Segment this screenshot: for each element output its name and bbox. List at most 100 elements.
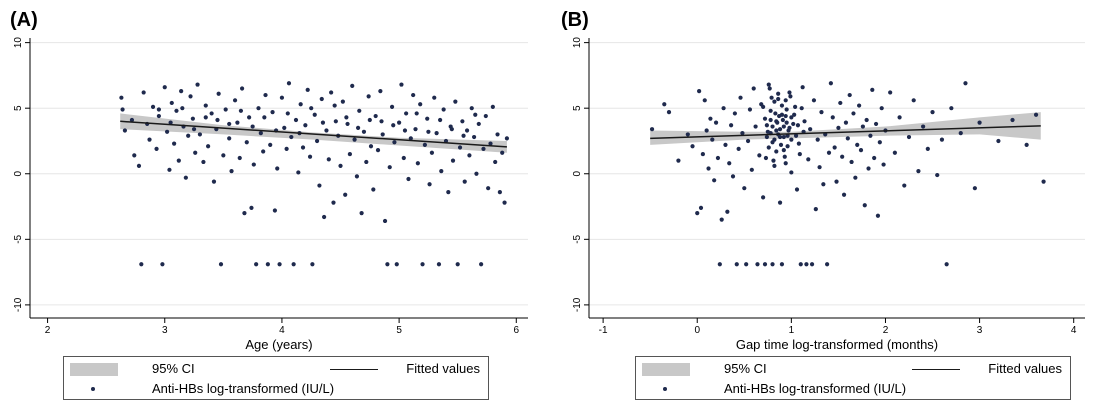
data-point <box>176 158 181 163</box>
data-point <box>296 170 301 175</box>
data-point <box>261 149 266 154</box>
data-point <box>788 94 793 99</box>
data-point <box>772 163 777 168</box>
data-point <box>781 134 786 140</box>
data-point <box>892 150 897 155</box>
y-tick-label: 5 <box>13 105 24 111</box>
data-point <box>474 171 479 176</box>
data-point <box>179 89 184 94</box>
data-point <box>379 119 384 124</box>
y-tick-label: 0 <box>13 171 24 177</box>
data-point <box>168 120 173 125</box>
data-point <box>996 138 1001 144</box>
data-point <box>162 85 167 90</box>
data-point <box>745 138 751 144</box>
data-point <box>191 127 197 132</box>
data-point <box>872 155 877 161</box>
data-point <box>747 107 753 112</box>
data-point <box>344 115 349 120</box>
data-point <box>834 179 839 184</box>
data-point <box>282 125 287 130</box>
scatter-chart-a: -10 -5 0 5 10 2 3 4 5 6 Age (years) <box>13 37 528 352</box>
data-point <box>712 178 717 183</box>
data-point <box>821 182 826 187</box>
data-point <box>312 112 317 117</box>
data-point <box>792 112 797 117</box>
data-point <box>862 203 867 208</box>
data-point <box>784 120 789 125</box>
data-point <box>779 262 785 267</box>
data-point <box>755 262 760 267</box>
data-point <box>897 115 902 120</box>
data-point <box>319 96 324 102</box>
y-tick-label: 10 <box>572 37 583 49</box>
data-point <box>326 157 331 162</box>
data-point <box>481 146 486 151</box>
x-axis-title: Age (years) <box>245 337 312 352</box>
data-point <box>239 86 245 91</box>
data-point <box>397 120 402 125</box>
data-point <box>761 104 766 109</box>
data-point <box>751 86 756 91</box>
data-point <box>366 94 371 99</box>
data-point <box>1041 179 1046 184</box>
ci-swatch <box>70 363 118 376</box>
fit-line-swatch <box>912 369 960 370</box>
data-point <box>218 262 224 267</box>
data-point <box>779 103 785 108</box>
data-point <box>446 190 451 195</box>
panel-a: (A) -10 -5 0 5 10 2 3 4 5 6 Age (years) 95% CI Fit… <box>10 9 528 400</box>
data-point <box>289 134 294 140</box>
data-point <box>753 124 758 129</box>
data-point <box>857 103 862 108</box>
data-point <box>736 146 741 151</box>
data-point <box>847 92 852 98</box>
data-point <box>201 159 206 165</box>
data-point <box>697 89 702 94</box>
data-point <box>888 90 893 95</box>
data-point <box>789 115 794 120</box>
data-point <box>347 151 352 157</box>
data-point <box>180 106 185 111</box>
data-point <box>768 117 773 123</box>
data-point <box>420 262 425 267</box>
data-point <box>774 149 779 154</box>
data-point <box>359 210 364 216</box>
data-point <box>415 161 420 166</box>
data-point <box>783 161 788 166</box>
data-point <box>817 165 822 170</box>
data-point <box>167 167 172 172</box>
data-point <box>434 131 439 136</box>
data-point <box>206 144 211 149</box>
data-point <box>845 136 850 141</box>
data-point <box>725 209 730 214</box>
data-point <box>441 107 446 112</box>
x-tick-label: 3 <box>977 325 983 336</box>
data-point <box>380 132 385 137</box>
data-point <box>232 98 238 103</box>
data-point <box>860 124 865 129</box>
data-point <box>819 110 824 115</box>
data-point <box>902 183 907 188</box>
data-point <box>136 163 142 168</box>
data-point <box>209 111 214 116</box>
data-point <box>873 121 879 127</box>
data-point <box>450 158 456 163</box>
data-point <box>263 92 268 98</box>
data-point <box>789 170 794 175</box>
data-point <box>298 102 303 107</box>
data-point <box>881 162 886 167</box>
data-point <box>649 127 655 132</box>
data-point <box>361 129 367 134</box>
data-point <box>439 169 444 174</box>
fitted-line <box>120 120 507 148</box>
data-point <box>154 146 159 151</box>
data-point <box>949 106 954 111</box>
data-point <box>215 117 220 123</box>
data-point <box>502 200 507 205</box>
data-point <box>324 128 329 133</box>
data-point <box>357 108 362 113</box>
data-point <box>156 113 161 119</box>
data-point <box>921 124 926 129</box>
data-point <box>777 200 783 205</box>
